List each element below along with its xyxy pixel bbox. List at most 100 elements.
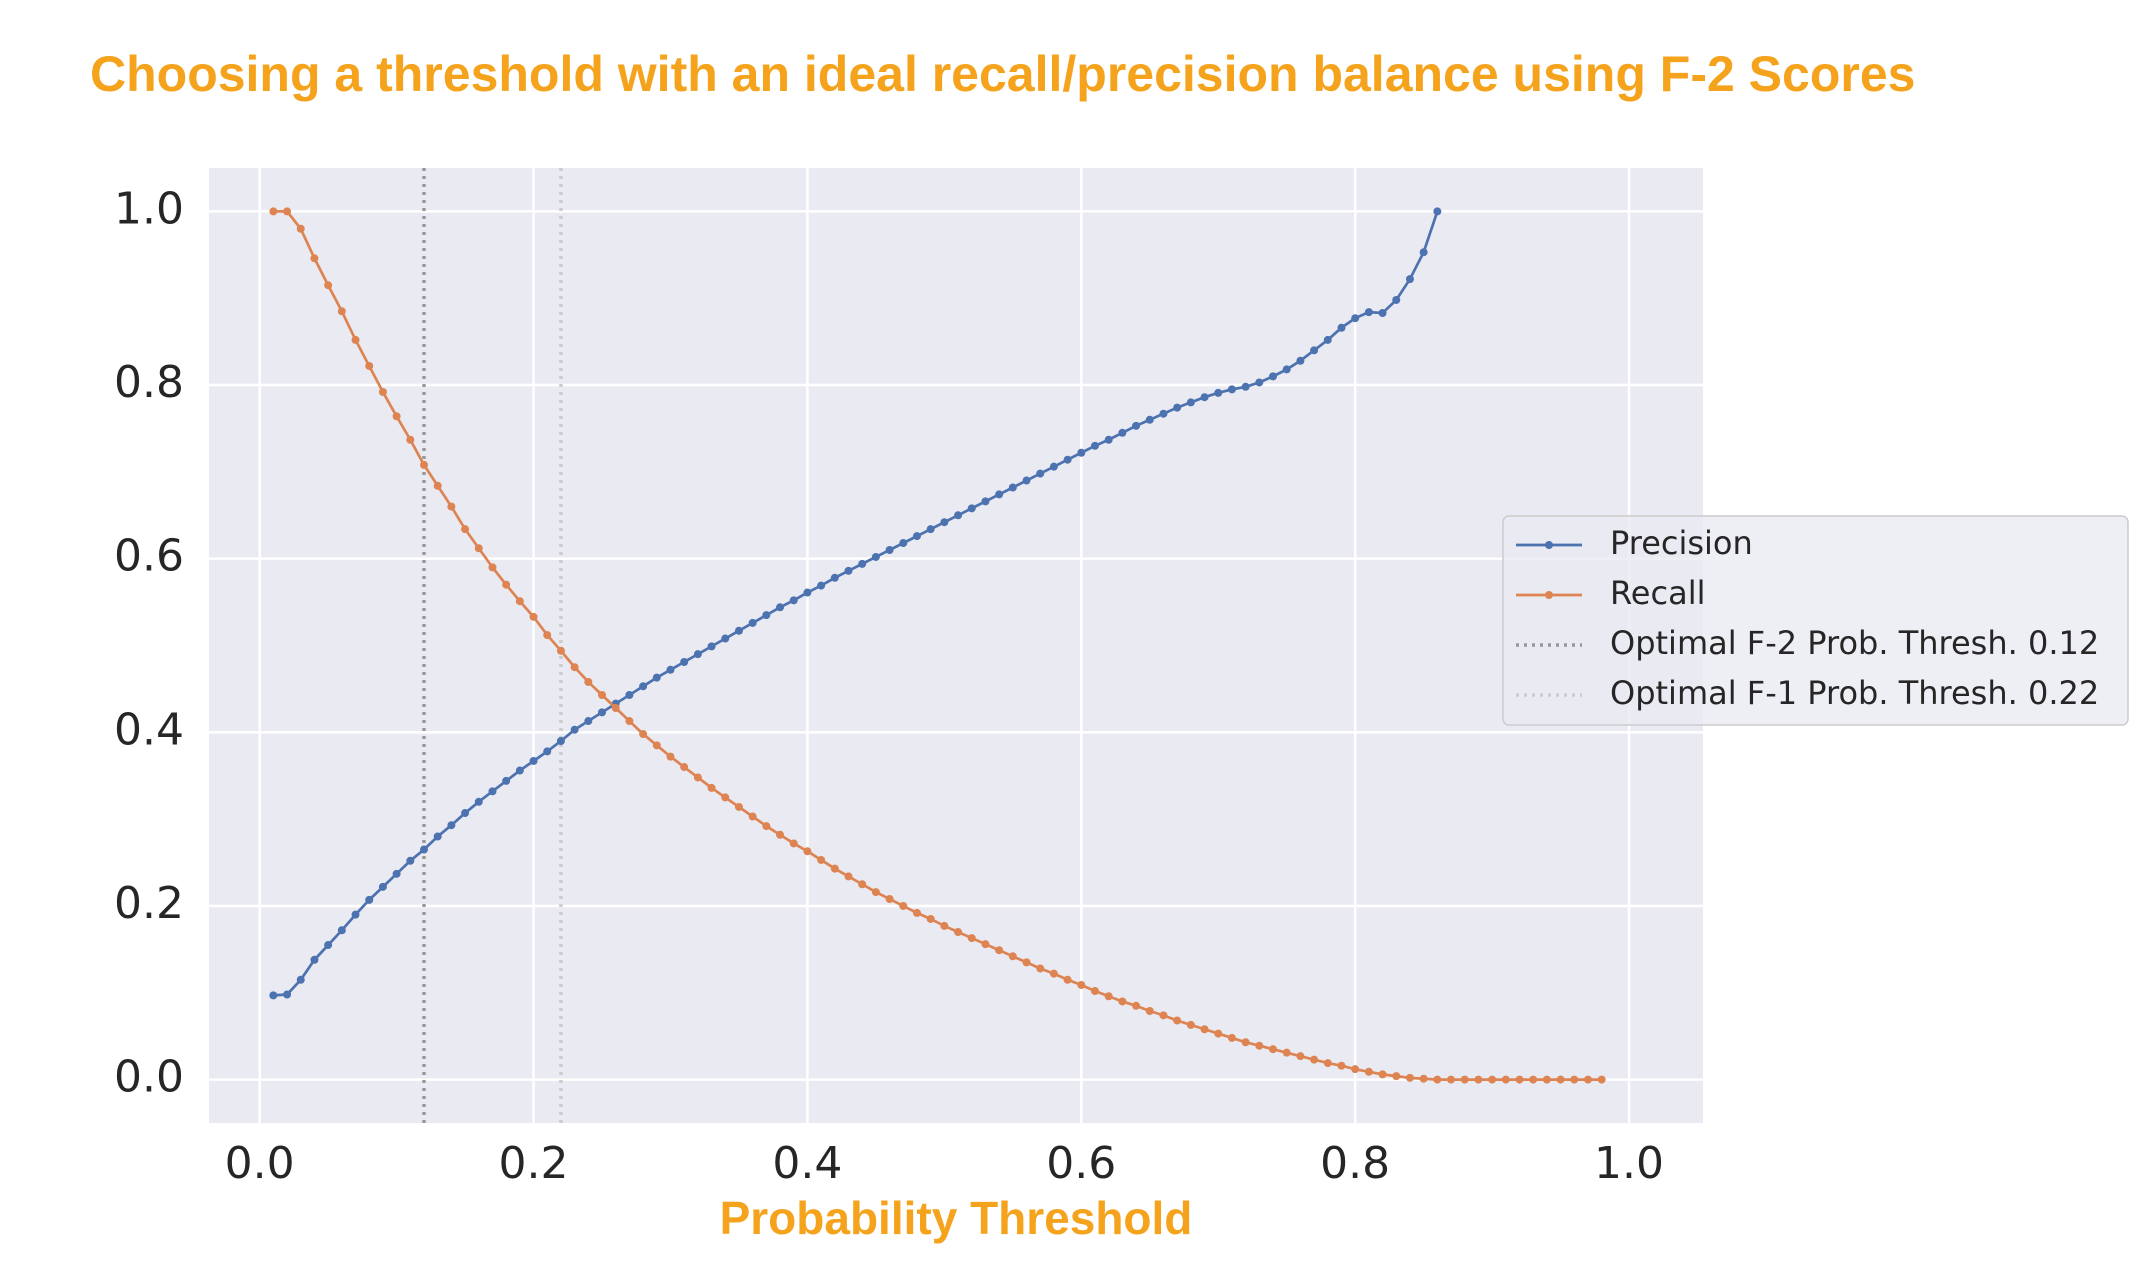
data-point: [296, 224, 305, 233]
data-point: [447, 821, 456, 830]
x-tick-label: 0.2: [499, 1138, 569, 1189]
data-point: [419, 845, 428, 854]
data-point: [1392, 295, 1401, 304]
data-point: [1200, 393, 1209, 402]
data-point: [433, 481, 442, 490]
data-point: [1337, 323, 1346, 332]
data-point: [734, 802, 743, 811]
data-point: [474, 544, 483, 553]
data-point: [1022, 958, 1031, 967]
legend-marker: [1545, 541, 1553, 549]
data-point: [1255, 378, 1264, 387]
data-point: [1583, 1075, 1592, 1084]
data-point: [337, 926, 346, 935]
data-point: [502, 580, 511, 589]
data-point: [1310, 346, 1319, 355]
data-point: [1008, 483, 1017, 492]
data-point: [1460, 1075, 1469, 1084]
data-point: [406, 435, 415, 444]
data-point: [1008, 952, 1017, 961]
data-point: [1159, 1011, 1168, 1020]
legend-label: Optimal F-2 Prob. Thresh. 0.12: [1610, 624, 2099, 662]
legend-label: Recall: [1610, 574, 1705, 612]
data-point: [1378, 1070, 1387, 1079]
data-point: [598, 708, 607, 717]
data-point: [584, 717, 593, 726]
data-point: [625, 690, 634, 699]
data-point: [707, 783, 716, 792]
data-point: [529, 756, 538, 765]
data-point: [1597, 1075, 1606, 1084]
data-point: [844, 872, 853, 881]
y-tick-label: 0.4: [114, 704, 184, 755]
data-point: [1405, 1073, 1414, 1082]
data-point: [556, 737, 565, 745]
x-axis-label: Probability Threshold: [720, 1192, 1193, 1244]
data-point: [392, 412, 401, 421]
data-point: [378, 387, 387, 396]
data-point: [337, 307, 346, 316]
data-point: [392, 869, 401, 878]
data-point: [1049, 969, 1058, 978]
data-point: [1296, 1052, 1305, 1061]
data-point: [639, 730, 648, 739]
data-point: [310, 254, 319, 263]
data-point: [570, 725, 579, 734]
data-point: [1145, 1007, 1154, 1016]
data-point: [954, 511, 963, 520]
data-point: [899, 901, 908, 910]
data-point: [1515, 1075, 1524, 1084]
data-point: [1351, 1065, 1360, 1074]
data-point: [1419, 1074, 1428, 1083]
data-point: [666, 665, 675, 674]
data-point: [995, 946, 1004, 955]
data-point: [967, 504, 976, 513]
data-point: [981, 940, 990, 949]
data-point: [1227, 1033, 1236, 1042]
data-point: [1063, 975, 1072, 984]
data-point: [406, 856, 415, 865]
data-point: [488, 787, 497, 796]
data-point: [1104, 992, 1113, 1001]
data-point: [598, 690, 607, 699]
data-point: [1488, 1075, 1497, 1084]
x-tick-label: 0.0: [225, 1138, 295, 1189]
data-point: [611, 704, 620, 713]
data-point: [324, 281, 333, 290]
y-tick-label: 1.0: [114, 183, 184, 234]
data-point: [1132, 421, 1141, 430]
data-point: [926, 914, 935, 923]
data-point: [488, 563, 497, 572]
data-point: [296, 975, 305, 984]
data-point: [365, 361, 374, 370]
data-point: [1296, 356, 1305, 365]
data-point: [1118, 428, 1127, 437]
data-point: [1282, 365, 1291, 374]
data-point: [748, 812, 757, 821]
x-tick-label: 1.0: [1594, 1138, 1664, 1189]
data-point: [666, 752, 675, 761]
data-point: [789, 839, 798, 848]
data-point: [365, 895, 374, 904]
data-point: [967, 934, 976, 943]
data-point: [1200, 1025, 1209, 1034]
data-point: [515, 597, 524, 606]
data-point: [912, 908, 921, 917]
data-point: [762, 611, 771, 620]
x-tick-label: 0.8: [1320, 1138, 1390, 1189]
x-tick-label: 0.4: [772, 1138, 842, 1189]
data-point: [1392, 1072, 1401, 1081]
data-point: [1077, 448, 1086, 457]
data-point: [1049, 462, 1058, 471]
data-point: [707, 642, 716, 651]
data-point: [1364, 1067, 1373, 1076]
data-point: [1378, 308, 1387, 317]
data-point: [461, 525, 470, 534]
data-point: [995, 490, 1004, 499]
data-point: [1474, 1075, 1483, 1084]
data-point: [1282, 1048, 1291, 1057]
data-point: [570, 663, 579, 672]
data-point: [1214, 1029, 1223, 1038]
data-point: [1186, 1020, 1195, 1029]
